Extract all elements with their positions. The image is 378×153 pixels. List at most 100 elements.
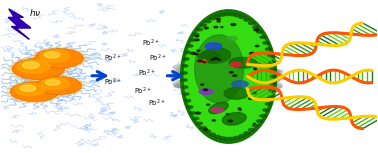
Circle shape: [193, 85, 196, 86]
Circle shape: [183, 93, 189, 95]
Circle shape: [271, 74, 282, 78]
Circle shape: [219, 137, 225, 139]
Circle shape: [187, 45, 193, 47]
Circle shape: [271, 78, 280, 82]
Circle shape: [266, 87, 271, 89]
Circle shape: [230, 53, 240, 58]
Circle shape: [190, 66, 196, 69]
Circle shape: [183, 58, 189, 60]
Circle shape: [270, 75, 276, 78]
Circle shape: [203, 86, 214, 90]
Circle shape: [36, 76, 82, 95]
Circle shape: [190, 72, 199, 75]
Circle shape: [240, 58, 246, 60]
Circle shape: [202, 60, 213, 65]
Circle shape: [223, 59, 226, 60]
Circle shape: [209, 59, 214, 61]
Circle shape: [193, 33, 199, 36]
Circle shape: [205, 43, 222, 50]
Circle shape: [222, 56, 228, 58]
Circle shape: [198, 88, 207, 92]
Circle shape: [203, 89, 208, 91]
Circle shape: [189, 72, 200, 76]
Circle shape: [195, 91, 203, 95]
Circle shape: [253, 26, 259, 28]
Ellipse shape: [222, 113, 246, 125]
Circle shape: [218, 59, 224, 62]
Circle shape: [265, 48, 271, 50]
Circle shape: [44, 52, 60, 58]
Circle shape: [265, 103, 271, 105]
Circle shape: [171, 76, 179, 78]
Circle shape: [271, 78, 275, 80]
Circle shape: [193, 74, 199, 77]
Circle shape: [264, 71, 274, 75]
Circle shape: [265, 87, 270, 89]
Circle shape: [186, 82, 195, 86]
Circle shape: [217, 91, 229, 95]
Circle shape: [232, 55, 242, 58]
Circle shape: [264, 73, 270, 75]
Circle shape: [12, 58, 65, 80]
Circle shape: [224, 53, 230, 55]
Circle shape: [267, 75, 274, 78]
Circle shape: [193, 66, 197, 68]
Circle shape: [265, 75, 274, 78]
Circle shape: [237, 96, 245, 99]
Circle shape: [189, 86, 194, 88]
Circle shape: [197, 122, 203, 125]
Circle shape: [237, 94, 242, 96]
Circle shape: [205, 130, 211, 133]
Circle shape: [192, 75, 195, 76]
Circle shape: [180, 74, 186, 76]
Circle shape: [270, 68, 276, 71]
Circle shape: [182, 62, 189, 65]
Circle shape: [242, 57, 247, 59]
Circle shape: [254, 29, 259, 31]
Circle shape: [222, 53, 233, 58]
Circle shape: [249, 62, 254, 64]
Circle shape: [213, 58, 222, 61]
Circle shape: [197, 88, 206, 92]
Circle shape: [175, 71, 183, 74]
Circle shape: [193, 90, 198, 91]
Circle shape: [196, 86, 199, 88]
Circle shape: [264, 66, 273, 70]
Circle shape: [186, 74, 192, 77]
Circle shape: [231, 62, 242, 67]
Circle shape: [189, 77, 194, 79]
Circle shape: [253, 86, 260, 89]
Circle shape: [235, 56, 245, 60]
Circle shape: [257, 31, 263, 33]
Circle shape: [231, 92, 234, 93]
Circle shape: [179, 75, 189, 79]
Circle shape: [194, 77, 201, 80]
Circle shape: [199, 88, 205, 91]
Circle shape: [226, 114, 229, 115]
Circle shape: [231, 24, 236, 26]
Circle shape: [192, 62, 198, 64]
Circle shape: [263, 42, 269, 44]
Circle shape: [269, 89, 275, 92]
Circle shape: [182, 86, 188, 88]
Circle shape: [205, 20, 211, 23]
Circle shape: [252, 58, 256, 59]
Circle shape: [256, 69, 263, 72]
Circle shape: [231, 99, 238, 102]
Circle shape: [255, 82, 260, 85]
Circle shape: [266, 74, 273, 76]
Circle shape: [184, 51, 191, 54]
Circle shape: [184, 88, 195, 93]
Circle shape: [209, 61, 219, 64]
Circle shape: [254, 65, 260, 67]
Circle shape: [229, 13, 235, 16]
Circle shape: [197, 28, 203, 31]
Circle shape: [230, 51, 237, 54]
Circle shape: [200, 24, 206, 26]
Circle shape: [177, 81, 183, 84]
Circle shape: [261, 65, 268, 68]
Circle shape: [205, 62, 212, 65]
Circle shape: [39, 50, 70, 62]
Circle shape: [208, 54, 220, 59]
Circle shape: [172, 75, 178, 77]
